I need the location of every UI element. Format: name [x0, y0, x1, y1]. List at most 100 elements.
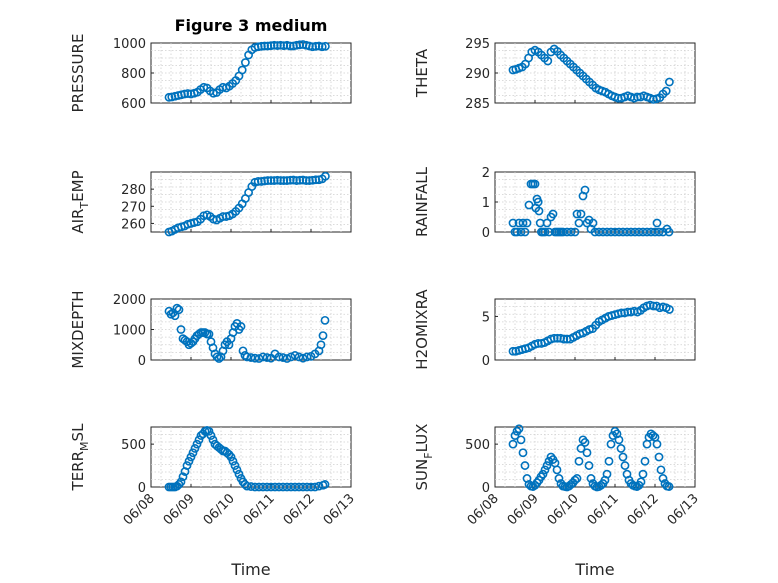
data-point	[664, 227, 674, 237]
data-point	[184, 456, 194, 466]
data-point	[262, 353, 272, 362]
y-tick-label: 285	[465, 97, 490, 112]
y-tick-label: 0	[138, 354, 146, 369]
data-point	[514, 424, 524, 434]
data-point	[520, 227, 530, 237]
data-point	[533, 197, 543, 207]
data-point	[212, 352, 222, 362]
data-point	[242, 352, 252, 362]
y-axis-label: THETA	[413, 48, 431, 98]
y-axis-label: RAINFALL	[413, 166, 431, 237]
data-point	[258, 352, 268, 362]
data-point	[194, 329, 204, 339]
data-point	[658, 474, 668, 483]
data-point	[559, 334, 569, 344]
data-point	[320, 41, 330, 51]
data-point	[656, 465, 666, 475]
subplot-4: 0 1 2 RAINFALL	[413, 166, 696, 241]
data-point	[317, 42, 327, 52]
y-tick-label: 600	[121, 97, 146, 112]
data-point	[172, 303, 182, 313]
data-point	[200, 328, 210, 337]
data-point	[576, 209, 586, 219]
data-point	[178, 472, 188, 482]
data-point	[602, 469, 612, 479]
y-axis-label-part: AIR	[69, 209, 87, 234]
data-point	[188, 448, 198, 458]
data-point	[316, 340, 326, 350]
data-point	[544, 456, 554, 466]
data-point	[540, 465, 550, 475]
data-point	[192, 439, 202, 449]
y-axis-label: PRESSURE	[69, 34, 87, 113]
data-point	[574, 456, 584, 466]
data-point	[236, 322, 246, 331]
data-point	[510, 431, 520, 440]
data-point	[648, 431, 658, 440]
data-point	[318, 331, 328, 340]
data-point	[306, 482, 316, 492]
data-point	[552, 465, 562, 475]
data-point	[654, 227, 664, 237]
y-tick-label: 0	[482, 226, 490, 241]
data-point	[250, 353, 260, 363]
data-point	[540, 227, 550, 237]
data-point	[549, 333, 559, 343]
axes-frame	[494, 171, 696, 233]
data-point	[580, 185, 590, 195]
data-point	[542, 218, 552, 228]
data-point	[320, 315, 330, 325]
y-axis-label-part: TERR	[69, 451, 87, 492]
figure-title: Figure 3 medium	[175, 16, 328, 35]
data-point	[620, 461, 630, 470]
data-point	[508, 346, 518, 356]
data-point	[572, 474, 582, 483]
x-tick-label: 06/11	[585, 491, 622, 528]
data-point	[166, 309, 176, 319]
data-point	[302, 352, 312, 362]
data-point	[237, 65, 247, 75]
x-tick-label: 06/09	[161, 491, 198, 528]
y-tick-label: 0	[482, 354, 490, 369]
data-point	[516, 227, 526, 237]
y-tick-label: 260	[121, 217, 146, 232]
data-point	[661, 86, 671, 96]
y-tick-label: 0	[138, 481, 146, 496]
data-point	[566, 227, 576, 237]
subplot-5: 0 1000 2000 MIXDEPTH	[69, 290, 352, 369]
data-point	[530, 179, 540, 189]
data-point	[534, 206, 544, 216]
data-point	[204, 329, 214, 339]
data-point	[606, 439, 616, 449]
data-point	[584, 461, 594, 470]
data-point	[508, 218, 518, 228]
data-point	[665, 77, 674, 87]
y-tick-label: 295	[465, 37, 490, 52]
data-point	[174, 305, 184, 315]
y-tick-label: 800	[121, 67, 146, 82]
data-point	[543, 56, 553, 66]
data-point	[572, 209, 582, 219]
data-point	[665, 305, 674, 314]
subplot-8: 0 500 06/08 06/09 06/10 06/11 06/12 06/13 SUNFLU…	[413, 424, 702, 529]
data-point	[652, 218, 662, 228]
subplot-2: 285 290 295 THETA	[413, 37, 696, 112]
y-axis-label-part: EMP	[69, 170, 87, 201]
data-point	[242, 481, 252, 491]
data-point	[588, 218, 598, 228]
y-axis-label: MIXDEPTH	[69, 290, 87, 368]
data-point	[570, 475, 580, 485]
y-tick-label: 1000	[113, 37, 146, 52]
x-tick-label: 06/08	[465, 491, 502, 528]
data-point	[310, 482, 320, 492]
data-point	[516, 435, 526, 445]
data-point	[570, 227, 580, 237]
data-point	[580, 438, 590, 447]
data-point	[616, 444, 626, 453]
data-point	[234, 469, 244, 479]
subplot-3: 260 270 280 AIRTEMP	[69, 170, 352, 237]
data-point	[520, 461, 530, 470]
y-axis-label-subscript: F	[422, 452, 435, 458]
data-point	[269, 40, 279, 50]
y-tick-label: 0	[482, 481, 490, 496]
